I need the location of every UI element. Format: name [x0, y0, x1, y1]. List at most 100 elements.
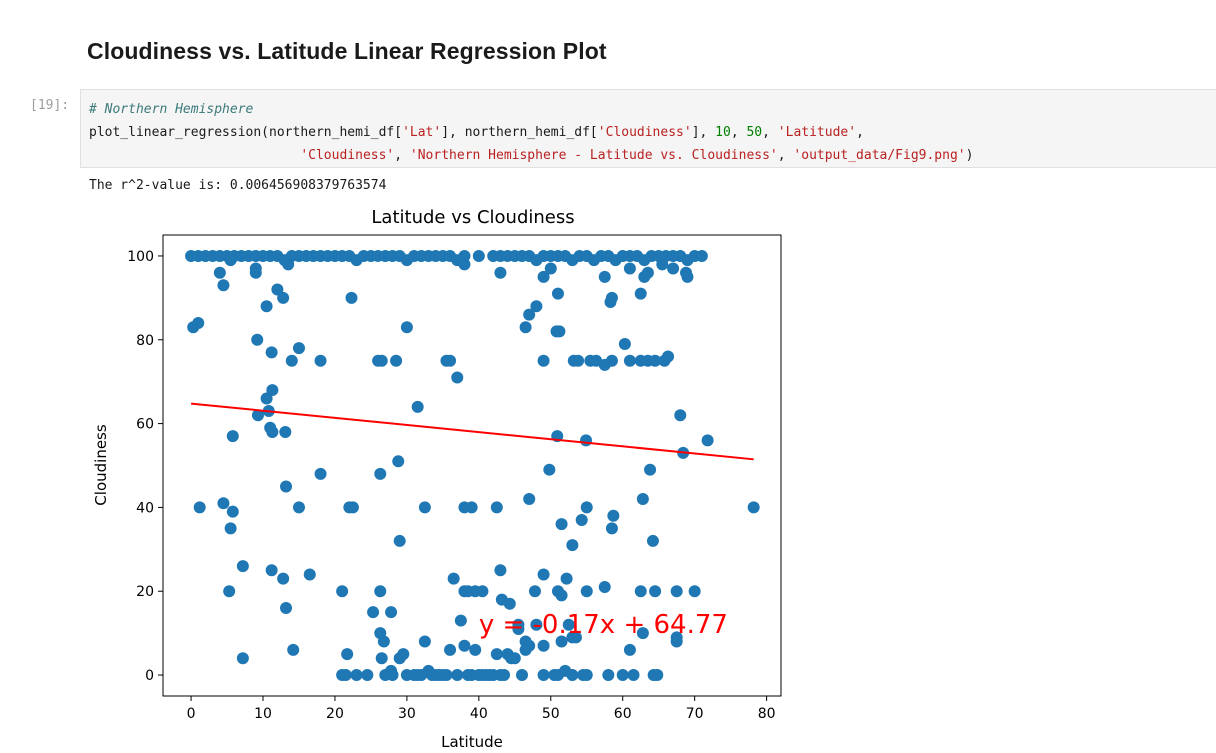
scatter-point — [374, 585, 387, 598]
code-cell[interactable]: # Northern Hemisphere plot_linear_regres… — [80, 89, 1216, 168]
code-str-path: 'output_data/Fig9.png' — [793, 148, 966, 163]
scatter-point — [292, 342, 305, 355]
scatter-point — [411, 400, 424, 413]
scatter-point — [375, 354, 388, 367]
scatter-point — [400, 321, 413, 334]
scatter-point — [193, 501, 206, 514]
scatter-point — [530, 618, 543, 631]
y-tick-label: 40 — [136, 500, 154, 516]
scatter-point — [537, 669, 550, 682]
cell-execution-count: [19]: — [30, 98, 70, 113]
scatter-point — [695, 249, 708, 262]
scatter-point — [494, 564, 507, 577]
scatter-point — [674, 409, 687, 422]
scatter-point — [623, 643, 636, 656]
scatter-point — [339, 669, 352, 682]
scatter-point — [670, 635, 683, 648]
scatter-point — [656, 258, 669, 271]
code-str-ylabel: 'Cloudiness' — [300, 148, 395, 163]
scatter-point — [641, 266, 654, 279]
code-str-cloudiness: 'Cloudiness' — [597, 125, 692, 140]
regression-line — [190, 402, 754, 461]
scatter-point — [566, 669, 579, 682]
scatter-point — [580, 434, 593, 447]
code-editor[interactable]: # Northern Hemisphere plot_linear_regres… — [89, 98, 973, 167]
scatter-point — [580, 585, 593, 598]
scatter-point — [280, 480, 293, 493]
code-close: ) — [965, 148, 974, 163]
scatter-point — [688, 585, 701, 598]
scatter-point — [580, 669, 593, 682]
scatter-point — [516, 669, 529, 682]
scatter-point — [543, 463, 556, 476]
regression-equation-annotation: y = -0.17x + 64.77 — [479, 610, 728, 640]
section-heading: Cloudiness vs. Latitude Linear Regressio… — [87, 38, 607, 64]
code-tail: , — [856, 125, 864, 140]
scatter-point — [217, 497, 230, 510]
x-tick-label: 40 — [470, 706, 488, 722]
y-tick-label: 20 — [136, 584, 154, 600]
scatter-point — [265, 564, 278, 577]
scatter-point — [236, 560, 249, 573]
scatter-point — [598, 270, 611, 283]
scatter-point — [598, 581, 611, 594]
code-str-title: 'Northern Hemisphere - Latitude vs. Clou… — [409, 148, 778, 163]
scatter-point — [623, 262, 636, 275]
scatter-point — [636, 493, 649, 506]
code-sep2: , — [762, 125, 778, 140]
scatter-point — [303, 568, 316, 581]
cell-output-text: The r^2-value is: 0.006456908379763574 — [89, 178, 387, 193]
scatter-point — [279, 425, 292, 438]
scatter-point — [374, 467, 387, 480]
scatter-point — [390, 354, 403, 367]
scatter-point — [508, 652, 521, 665]
scatter-point — [266, 384, 279, 397]
scatter-point — [537, 270, 550, 283]
scatter-point — [498, 669, 511, 682]
scatter-point — [292, 501, 305, 514]
scatter-point — [616, 669, 629, 682]
code-str-lat: 'Lat' — [402, 125, 442, 140]
scatter-point — [465, 501, 478, 514]
code-mid2: ], — [691, 125, 716, 140]
scatter-point — [393, 534, 406, 547]
scatter-point — [386, 669, 399, 682]
scatter-point — [634, 585, 647, 598]
scatter-point — [605, 522, 618, 535]
x-tick-label: 20 — [326, 706, 344, 722]
scatter-point — [490, 501, 503, 514]
x-tick-label: 80 — [758, 706, 776, 722]
scatter-point — [667, 262, 680, 275]
scatter-point — [636, 627, 649, 640]
scatter-point — [519, 321, 532, 334]
scatter-point — [280, 601, 293, 614]
scatter-point — [627, 669, 640, 682]
scatter-point — [345, 291, 358, 304]
scatter-point — [418, 635, 431, 648]
scatter-point — [618, 337, 631, 350]
x-tick-label: 50 — [542, 706, 560, 722]
scatter-point — [602, 669, 615, 682]
scatter-point — [605, 354, 618, 367]
scatter-point — [537, 639, 550, 652]
scatter-point — [523, 308, 536, 321]
scatter-point — [385, 606, 398, 619]
scatter-point — [224, 522, 237, 535]
scatter-point — [287, 643, 300, 656]
scatter-point — [418, 501, 431, 514]
code-sep4: , — [777, 148, 794, 163]
scatter-point — [192, 317, 205, 330]
x-tick-label: 30 — [398, 706, 416, 722]
scatter-point — [277, 572, 290, 585]
scatter-point — [314, 354, 327, 367]
scatter-point — [458, 258, 471, 271]
scatter-point — [662, 350, 675, 363]
scatter-point — [282, 258, 295, 271]
scatter-point — [341, 648, 354, 661]
scatter-point — [361, 669, 374, 682]
scatter-point — [623, 354, 636, 367]
code-num-y: 50 — [746, 125, 763, 140]
scatter-point — [580, 501, 593, 514]
scatter-point — [701, 434, 714, 447]
scatter-point — [447, 572, 460, 585]
